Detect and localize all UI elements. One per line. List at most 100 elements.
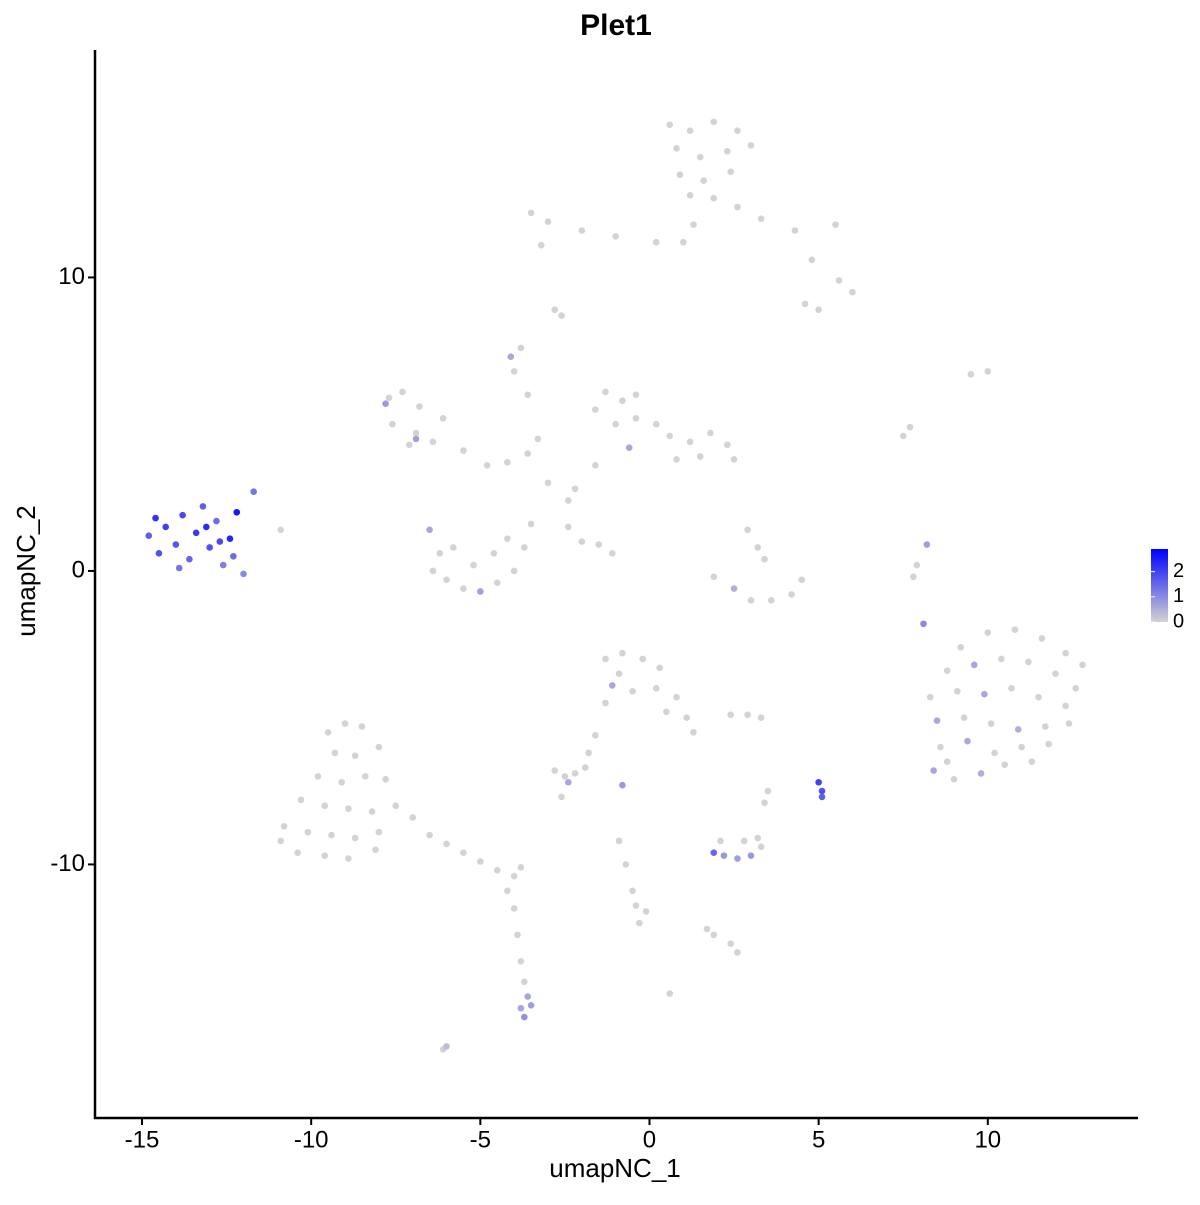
point	[788, 591, 795, 598]
point	[517, 344, 525, 352]
x-tick-label: -15	[125, 1126, 160, 1153]
point	[385, 394, 393, 402]
point	[517, 957, 525, 965]
point	[991, 749, 998, 757]
point	[717, 837, 724, 845]
point	[297, 796, 305, 804]
point	[490, 550, 498, 557]
point	[304, 828, 312, 836]
point	[602, 388, 609, 396]
point	[727, 940, 734, 947]
point	[815, 306, 822, 314]
point	[521, 978, 528, 986]
point	[757, 843, 765, 851]
point	[1008, 685, 1015, 692]
point	[571, 485, 579, 493]
point	[460, 849, 467, 856]
point	[412, 429, 420, 437]
point	[405, 441, 413, 449]
point	[155, 550, 163, 557]
point	[199, 503, 207, 510]
point	[612, 420, 619, 428]
point	[615, 837, 623, 845]
point	[321, 852, 329, 859]
point	[686, 127, 694, 135]
point	[314, 773, 322, 780]
point	[510, 567, 518, 575]
point	[429, 567, 437, 575]
point	[460, 447, 467, 454]
point	[981, 690, 988, 698]
point	[710, 849, 718, 856]
point	[615, 670, 623, 677]
point	[964, 737, 971, 745]
point	[219, 561, 227, 569]
point	[937, 743, 944, 751]
point	[483, 461, 491, 469]
point	[250, 488, 257, 495]
point	[510, 368, 518, 375]
point	[1001, 761, 1009, 768]
point	[1042, 723, 1049, 730]
point	[382, 400, 389, 407]
point	[517, 1004, 525, 1012]
y-tick-label: 0	[72, 556, 85, 583]
point	[399, 388, 406, 396]
point	[1065, 720, 1073, 727]
point	[984, 368, 992, 375]
x-tick-label: -10	[294, 1126, 329, 1153]
point	[504, 535, 511, 542]
point	[913, 561, 921, 569]
point	[727, 168, 734, 176]
point	[720, 852, 728, 859]
point	[977, 770, 985, 777]
point	[747, 142, 755, 149]
point	[1014, 726, 1022, 733]
point	[213, 517, 220, 525]
point	[686, 438, 694, 446]
point	[203, 523, 210, 531]
x-tick-label: 10	[974, 1126, 1001, 1153]
point	[389, 420, 396, 428]
point	[240, 570, 247, 578]
point	[608, 682, 616, 689]
point	[527, 520, 535, 528]
point	[673, 693, 680, 701]
point	[608, 550, 616, 557]
point	[666, 990, 674, 997]
y-tick-label: -10	[50, 850, 85, 877]
point	[744, 711, 751, 719]
point	[943, 758, 951, 766]
point	[710, 573, 718, 581]
point	[933, 717, 941, 724]
point	[280, 822, 288, 830]
point	[632, 902, 640, 909]
point	[592, 406, 599, 413]
point	[734, 855, 741, 862]
point	[351, 834, 359, 842]
point	[808, 256, 816, 264]
point	[230, 552, 237, 560]
point	[690, 729, 697, 736]
point	[700, 177, 707, 184]
point	[754, 834, 762, 842]
point	[629, 687, 636, 695]
point	[764, 787, 772, 795]
point	[443, 1043, 450, 1050]
point	[493, 579, 501, 586]
point	[294, 849, 301, 856]
point	[690, 221, 697, 228]
point	[477, 858, 484, 865]
point	[585, 749, 592, 757]
point	[592, 731, 599, 739]
point	[954, 687, 961, 695]
x-axis-label: umapNC_1	[549, 1153, 681, 1183]
point	[341, 720, 349, 727]
colorbar-tick-label: 2	[1173, 560, 1184, 582]
point	[439, 415, 447, 422]
point	[1045, 740, 1052, 748]
point	[544, 218, 552, 225]
point	[277, 837, 285, 845]
point	[162, 523, 170, 531]
